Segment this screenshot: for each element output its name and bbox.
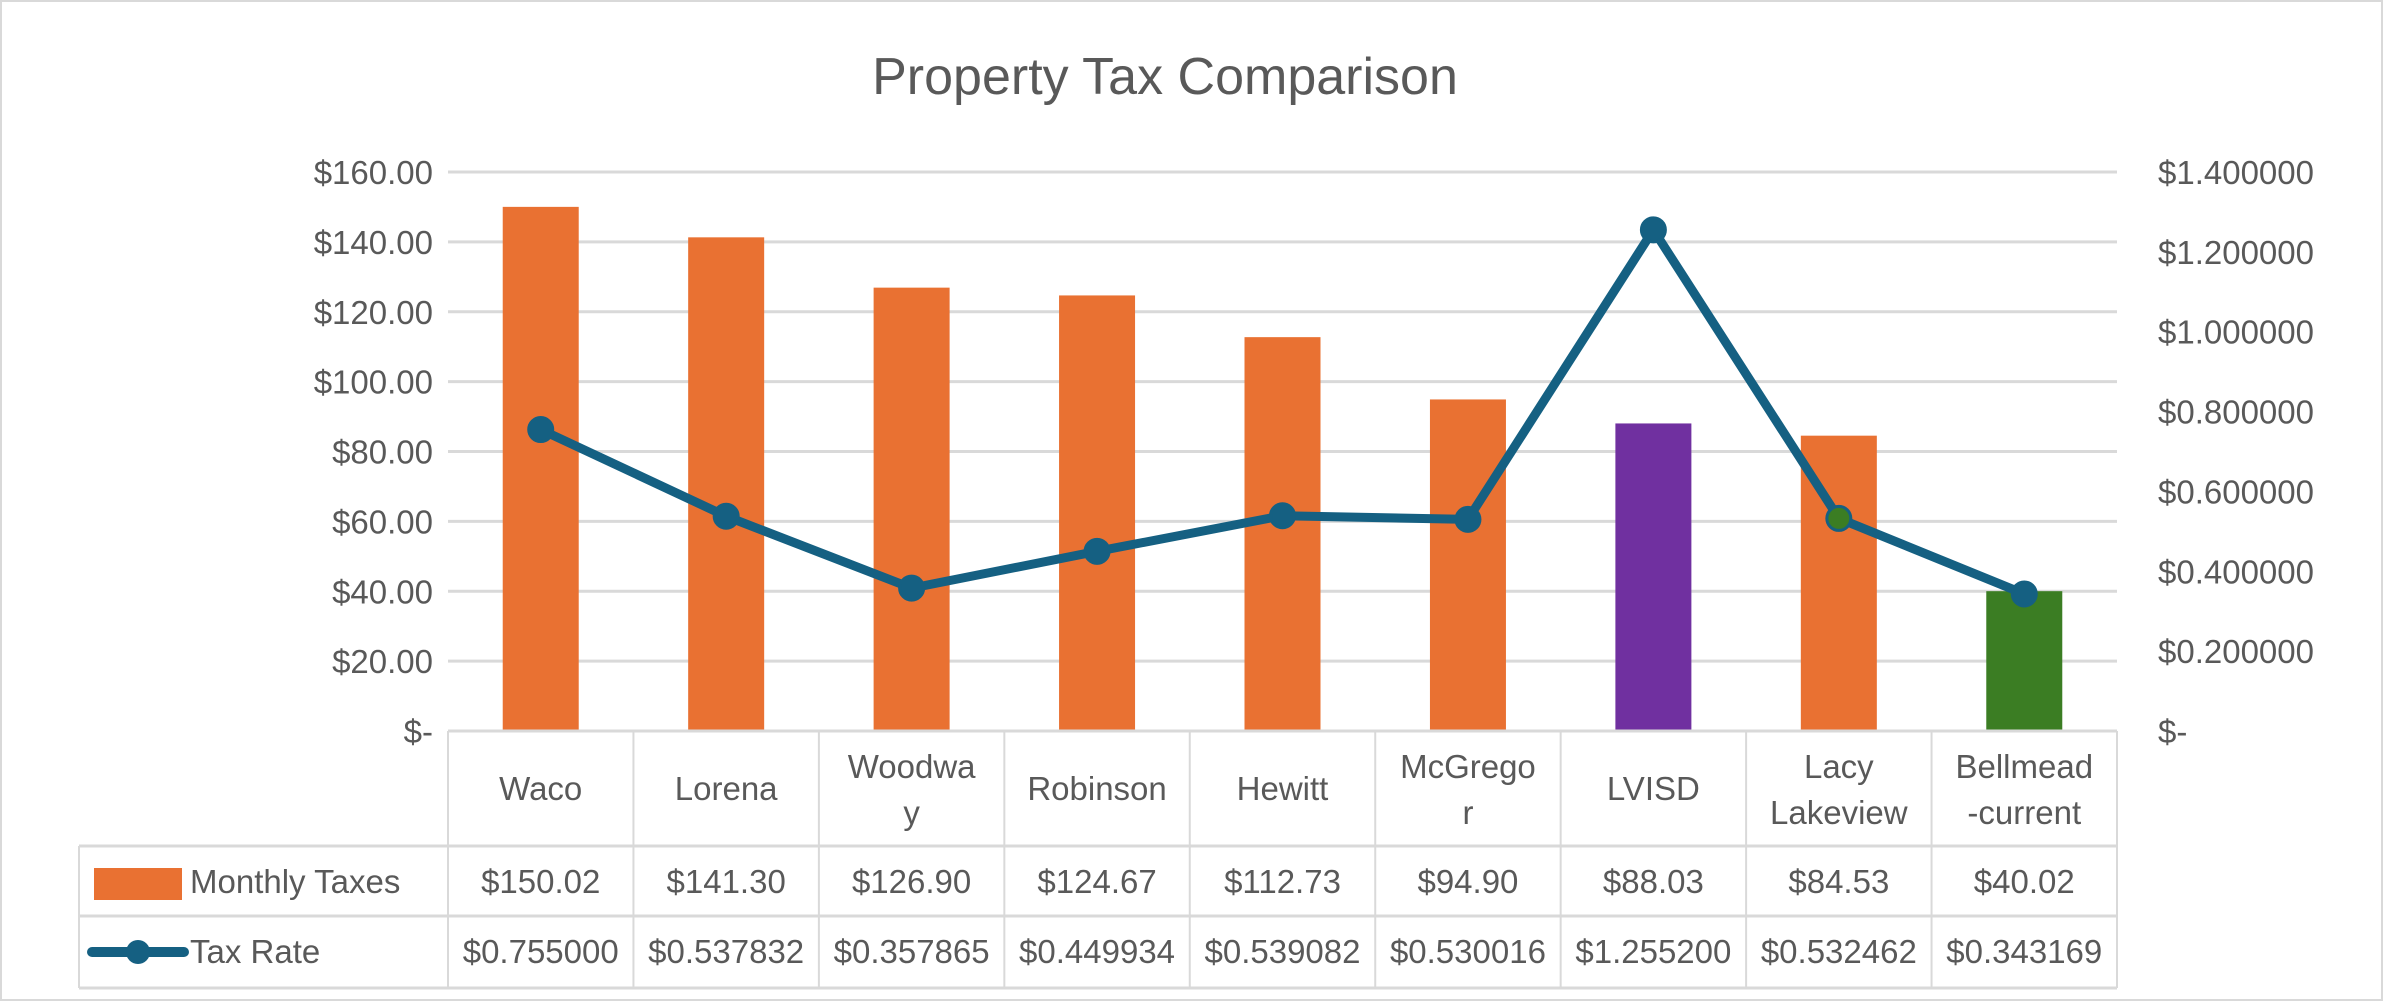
monthly-taxes-legend-swatch bbox=[94, 868, 182, 900]
tax-rate-marker bbox=[1083, 537, 1111, 565]
bar-hewitt bbox=[1244, 337, 1321, 731]
right-axis-tick-label: $1.400000 bbox=[2158, 154, 2314, 191]
tax-rate-marker bbox=[1639, 216, 1667, 244]
monthly-taxes-cell: $88.03 bbox=[1603, 863, 1704, 900]
monthly-taxes-cell: $94.90 bbox=[1417, 863, 1518, 900]
tax-rate-cell: $0.755000 bbox=[463, 933, 619, 970]
bar-bellmead-current bbox=[1986, 591, 2063, 731]
tax-rate-marker bbox=[527, 416, 555, 444]
category-label: McGrego r bbox=[1400, 748, 1536, 831]
tax-rate-marker bbox=[1454, 505, 1482, 533]
right-axis-tick-label: $0.200000 bbox=[2158, 633, 2314, 670]
monthly-taxes-cell: $112.73 bbox=[1224, 863, 1341, 900]
left-axis-tick-label: $100.00 bbox=[314, 364, 433, 401]
right-axis-tick-label: $1.200000 bbox=[2158, 234, 2314, 271]
right-axis-tick-label: $0.800000 bbox=[2158, 394, 2314, 431]
tax-rate-legend-marker bbox=[126, 940, 150, 964]
bar-lorena bbox=[688, 237, 765, 731]
tax-rate-marker bbox=[2010, 580, 2038, 608]
bar-waco bbox=[502, 206, 579, 732]
category-label: Hewitt bbox=[1237, 770, 1329, 807]
right-axis-tick-label: $0.400000 bbox=[2158, 553, 2314, 590]
tax-rate-marker bbox=[1269, 502, 1296, 530]
monthly-taxes-cell: $141.30 bbox=[667, 863, 786, 900]
left-axis-tick-label: $40.00 bbox=[332, 573, 433, 610]
tax-rate-marker bbox=[898, 574, 926, 602]
monthly-taxes-cell: $150.02 bbox=[481, 863, 600, 900]
left-axis-tick-label: $160.00 bbox=[314, 154, 433, 191]
right-axis-tick-label: $0.600000 bbox=[2158, 473, 2314, 510]
category-label: Bellmead -current bbox=[1955, 748, 2093, 831]
tax-rate-cell: $1.255200 bbox=[1575, 933, 1731, 970]
category-label: Woodwa y bbox=[848, 748, 976, 831]
tax-rate-cell: $0.343169 bbox=[1946, 933, 2102, 970]
tax-rate-cell: $0.449934 bbox=[1019, 933, 1175, 970]
monthly-taxes-cell: $124.67 bbox=[1037, 863, 1156, 900]
left-axis-tick-label: $- bbox=[404, 713, 433, 750]
bar-mcgregor bbox=[1429, 399, 1506, 731]
tax-rate-marker bbox=[712, 502, 740, 530]
tax-rate-cell: $0.539082 bbox=[1205, 933, 1361, 970]
category-label: Lacy Lakeview bbox=[1770, 748, 1908, 831]
monthly-taxes-cell: $84.53 bbox=[1788, 863, 1889, 900]
monthly-taxes-cell: $126.90 bbox=[852, 863, 971, 900]
left-axis-tick-label: $140.00 bbox=[314, 224, 433, 261]
tax-rate-cell: $0.530016 bbox=[1390, 933, 1546, 970]
bar-woodway bbox=[873, 287, 950, 731]
monthly-taxes-cell: $40.02 bbox=[1974, 863, 2075, 900]
left-axis-tick-label: $60.00 bbox=[332, 503, 433, 540]
tax-rate-legend-label: Tax Rate bbox=[190, 933, 320, 970]
chart-title: Property Tax Comparison bbox=[872, 48, 1458, 106]
bar-robinson bbox=[1059, 295, 1136, 731]
category-label: Lorena bbox=[675, 770, 778, 807]
left-axis-tick-label: $20.00 bbox=[332, 643, 433, 680]
bar-lvisd bbox=[1615, 423, 1692, 731]
tax-rate-marker bbox=[1825, 504, 1853, 532]
category-label: Waco bbox=[499, 770, 582, 807]
tax-rate-cell: $0.357865 bbox=[834, 933, 990, 970]
left-axis-tick-label: $80.00 bbox=[332, 434, 433, 471]
tax-rate-cell: $0.537832 bbox=[648, 933, 804, 970]
left-axis-tick-label: $120.00 bbox=[314, 294, 433, 331]
tax-rate-cell: $0.532462 bbox=[1761, 933, 1917, 970]
category-label: Robinson bbox=[1027, 770, 1166, 807]
category-label: LVISD bbox=[1607, 770, 1700, 807]
monthly-taxes-legend-label: Monthly Taxes bbox=[190, 863, 400, 900]
right-axis-tick-label: $1.000000 bbox=[2158, 314, 2314, 351]
right-axis-tick-label: $- bbox=[2158, 713, 2187, 750]
